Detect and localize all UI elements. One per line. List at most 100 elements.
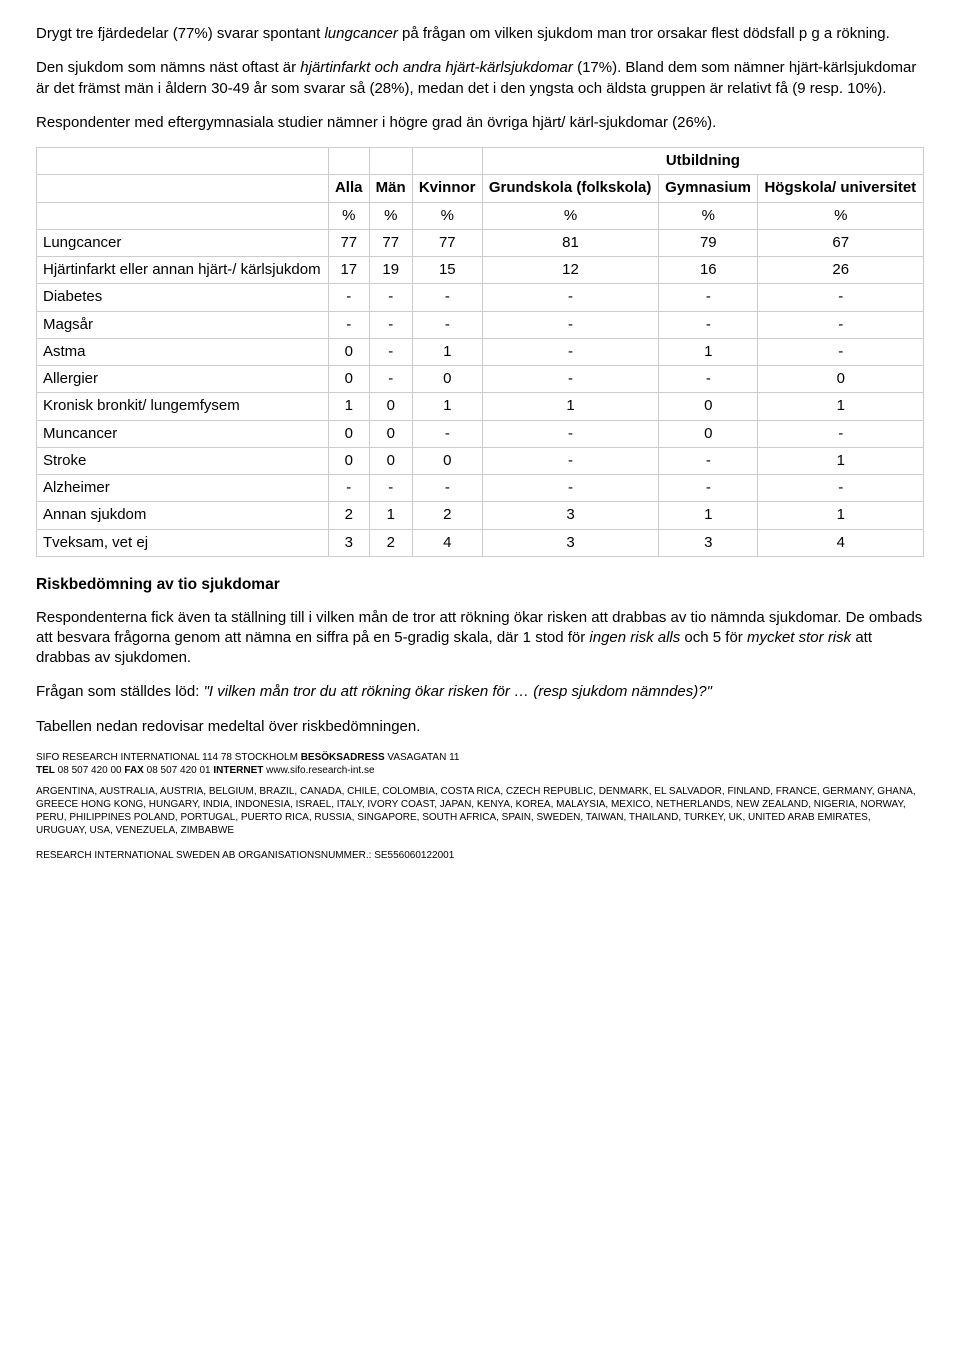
cell: - bbox=[659, 312, 757, 338]
cell: 77 bbox=[413, 230, 482, 256]
footer-line1: SIFO RESEARCH INTERNATIONAL 114 78 STOCK… bbox=[36, 751, 924, 777]
row-label: Alzheimer bbox=[37, 475, 328, 501]
cell: - bbox=[659, 448, 757, 474]
cell: 1 bbox=[370, 502, 412, 528]
table-row: Astma0-1-1- bbox=[37, 339, 923, 365]
f2d: 08 507 420 01 bbox=[144, 765, 214, 776]
cell: 1 bbox=[659, 339, 757, 365]
cell: 17 bbox=[329, 257, 369, 283]
unit-5: % bbox=[758, 203, 923, 229]
table-row: Tveksam, vet ej324334 bbox=[37, 530, 923, 556]
th-alla-blank bbox=[329, 148, 369, 174]
th-man-blank bbox=[370, 148, 412, 174]
cell: 2 bbox=[370, 530, 412, 556]
f1a: SIFO RESEARCH INTERNATIONAL 114 78 STOCK… bbox=[36, 752, 301, 763]
cell: 0 bbox=[659, 393, 757, 419]
footer-countries: ARGENTINA, AUSTRALIA, AUSTRIA, BELGIUM, … bbox=[36, 785, 924, 837]
table-row: Stroke000--1 bbox=[37, 448, 923, 474]
table-row: Lungcancer777777817967 bbox=[37, 230, 923, 256]
cell: - bbox=[413, 312, 482, 338]
cell: 1 bbox=[758, 393, 923, 419]
th-man: Män bbox=[370, 175, 412, 201]
cell: 4 bbox=[758, 530, 923, 556]
cell: - bbox=[659, 366, 757, 392]
cell: - bbox=[483, 421, 658, 447]
cell: 0 bbox=[413, 448, 482, 474]
f2a: TEL bbox=[36, 765, 55, 776]
row-label: Tveksam, vet ej bbox=[37, 530, 328, 556]
cell: 67 bbox=[758, 230, 923, 256]
cell: 19 bbox=[370, 257, 412, 283]
th-utbildning: Utbildning bbox=[483, 148, 923, 174]
paragraph-5: Frågan som ställdes löd: "I vilken mån t… bbox=[36, 682, 924, 702]
row-label: Lungcancer bbox=[37, 230, 328, 256]
cell: 1 bbox=[758, 448, 923, 474]
p5-em: "I vilken mån tror du att rökning ökar r… bbox=[204, 683, 712, 700]
cell: - bbox=[413, 284, 482, 310]
f2e: INTERNET bbox=[213, 765, 263, 776]
row-label: Annan sjukdom bbox=[37, 502, 328, 528]
unit-4: % bbox=[659, 203, 757, 229]
cell: - bbox=[483, 366, 658, 392]
cell: 77 bbox=[370, 230, 412, 256]
cell: - bbox=[370, 366, 412, 392]
cell: 79 bbox=[659, 230, 757, 256]
cell: - bbox=[659, 284, 757, 310]
row-label: Diabetes bbox=[37, 284, 328, 310]
unit-0: % bbox=[329, 203, 369, 229]
table-row: Muncancer00--0- bbox=[37, 421, 923, 447]
cell: 0 bbox=[413, 366, 482, 392]
cell: 0 bbox=[329, 421, 369, 447]
footer-org: RESEARCH INTERNATIONAL SWEDEN AB ORGANIS… bbox=[36, 849, 924, 862]
table-row: Diabetes------ bbox=[37, 284, 923, 310]
section-heading-risk: Riskbedömning av tio sjukdomar bbox=[36, 575, 924, 596]
table-row: Alzheimer------ bbox=[37, 475, 923, 501]
cell: 16 bbox=[659, 257, 757, 283]
table-row: Annan sjukdom212311 bbox=[37, 502, 923, 528]
unit-2: % bbox=[413, 203, 482, 229]
th-grundskola: Grundskola (folkskola) bbox=[483, 175, 658, 201]
cell: 0 bbox=[370, 448, 412, 474]
cell: - bbox=[483, 475, 658, 501]
p4-mid: och 5 för bbox=[680, 629, 747, 646]
th-hogskola: Högskola/ universitet bbox=[758, 175, 923, 201]
f1c: VASAGATAN 11 bbox=[385, 752, 460, 763]
p1-post: på frågan om vilken sjukdom man tror ors… bbox=[398, 25, 890, 42]
p2-pre: Den sjukdom som nämns näst oftast är bbox=[36, 59, 300, 76]
cell: 0 bbox=[370, 393, 412, 419]
cell: - bbox=[758, 312, 923, 338]
cell: 1 bbox=[329, 393, 369, 419]
data-table: Utbildning Alla Män Kvinnor Grundskola (… bbox=[36, 147, 924, 557]
header-row-1: Utbildning bbox=[37, 148, 923, 174]
paragraph-2: Den sjukdom som nämns näst oftast är hjä… bbox=[36, 58, 924, 99]
unit-1: % bbox=[370, 203, 412, 229]
f2b: 08 507 420 00 bbox=[55, 765, 125, 776]
cell: - bbox=[370, 339, 412, 365]
cell: - bbox=[758, 284, 923, 310]
cell: 1 bbox=[758, 502, 923, 528]
cell: 77 bbox=[329, 230, 369, 256]
p4-em2: mycket stor risk bbox=[747, 629, 851, 646]
f2c: FAX bbox=[124, 765, 143, 776]
cell: - bbox=[758, 475, 923, 501]
cell: 0 bbox=[659, 421, 757, 447]
cell: 0 bbox=[329, 366, 369, 392]
cell: - bbox=[483, 339, 658, 365]
row-label: Astma bbox=[37, 339, 328, 365]
table-row: Magsår------ bbox=[37, 312, 923, 338]
footer: SIFO RESEARCH INTERNATIONAL 114 78 STOCK… bbox=[36, 751, 924, 862]
th-rowlabel-blank bbox=[37, 175, 328, 201]
cell: 1 bbox=[483, 393, 658, 419]
cell: 0 bbox=[370, 421, 412, 447]
cell: 15 bbox=[413, 257, 482, 283]
cell: 81 bbox=[483, 230, 658, 256]
cell: 2 bbox=[329, 502, 369, 528]
cell: 1 bbox=[413, 339, 482, 365]
cell: - bbox=[413, 475, 482, 501]
th-kvinnor: Kvinnor bbox=[413, 175, 482, 201]
row-label: Magsår bbox=[37, 312, 328, 338]
paragraph-3: Respondenter med eftergymnasiala studier… bbox=[36, 113, 924, 133]
row-label: Allergier bbox=[37, 366, 328, 392]
paragraph-6: Tabellen nedan redovisar medeltal över r… bbox=[36, 717, 924, 737]
unit-row: % % % % % % bbox=[37, 203, 923, 229]
